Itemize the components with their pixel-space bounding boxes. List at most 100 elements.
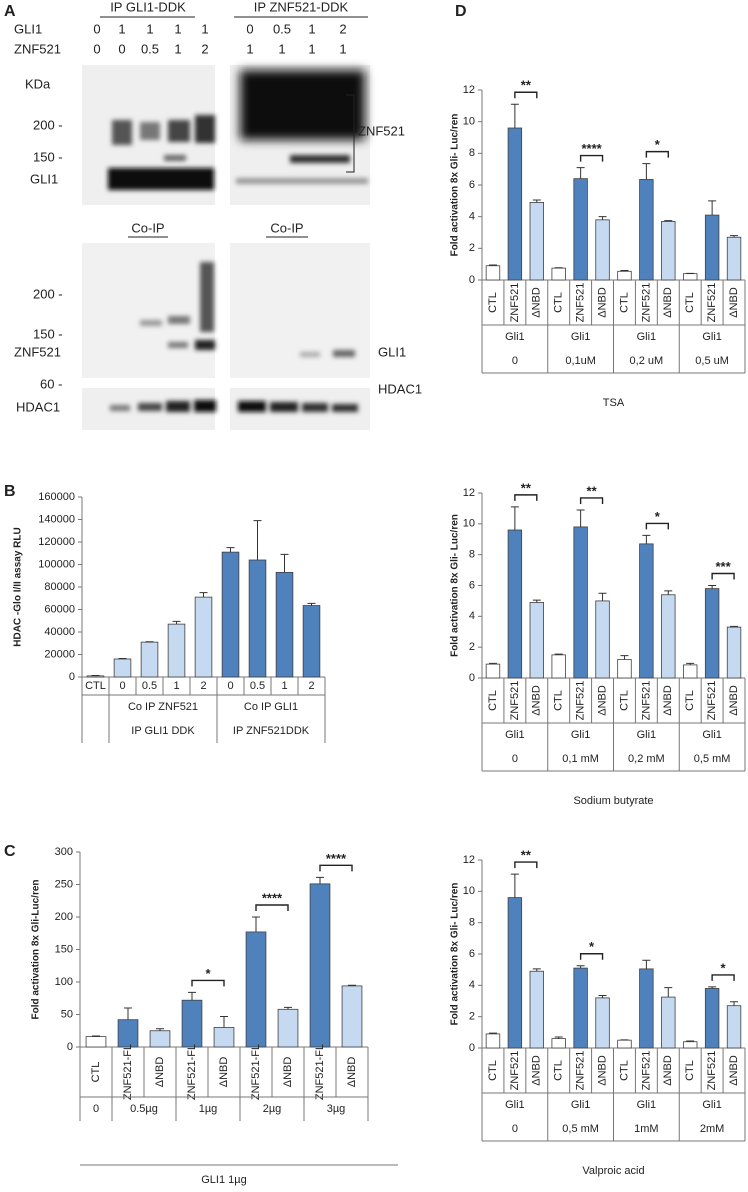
bar [194, 596, 213, 678]
significance-label: **** [326, 851, 347, 866]
y-tick-label: 8 [469, 549, 475, 561]
lane-value: 0.5 [273, 21, 291, 36]
group-label: 0 [93, 1103, 99, 1115]
y-tick-label: 160000 [38, 491, 75, 503]
significance-bracket [645, 150, 669, 158]
footer-label: Valproic acid [582, 1165, 644, 1177]
bar [529, 970, 544, 1049]
bar [617, 1039, 632, 1049]
error-bar [576, 965, 585, 969]
x-tick-label: ΔNBD [662, 287, 674, 318]
error-bar [708, 585, 717, 589]
significance-label: * [589, 939, 595, 954]
lane-value: 1 [201, 21, 208, 36]
y-tick-label: 0 [469, 1042, 475, 1054]
bar [573, 178, 588, 281]
bar [726, 1005, 742, 1049]
kda-label: KDa [25, 76, 51, 91]
error-bar [124, 1007, 132, 1020]
footer-label: GLI1 1µg [201, 1174, 246, 1186]
x-tick-label: ZNF521 [509, 1051, 521, 1091]
band-label: ZNF521 [14, 344, 61, 359]
error-bar [510, 506, 519, 530]
y-tick-label: 0 [469, 274, 475, 286]
significance-bracket [514, 494, 538, 501]
bands [108, 115, 368, 412]
significance-label: ** [521, 848, 532, 863]
error-bar [316, 876, 324, 884]
significance-bracket [579, 953, 604, 960]
significance-bracket [579, 154, 604, 162]
y-axis-label: Fold activation 8x Gli- Luc/ren [450, 883, 461, 1026]
bar [507, 897, 523, 1049]
significance-label: * [655, 137, 661, 152]
x-tick-label: 0.5 [142, 680, 157, 692]
bar [529, 202, 544, 281]
y-tick-label: 4 [469, 610, 475, 622]
x-tick-label: 0 [227, 680, 233, 692]
x-tick-label: ZNF521 [509, 283, 521, 323]
x-tick-label: ΔNBD [728, 1055, 740, 1086]
x-tick-label: CTL [618, 292, 630, 313]
error-bar [554, 1036, 563, 1039]
error-bar [220, 1015, 228, 1028]
y-tick-label: 20000 [44, 648, 75, 660]
bar [485, 1033, 501, 1049]
error-bar [730, 1001, 739, 1006]
error-bar [598, 216, 607, 220]
marker: 200 - [33, 117, 63, 132]
error-bar [598, 592, 607, 601]
group-label: Gli1 [637, 1099, 657, 1111]
significance-label: * [205, 966, 211, 981]
bar [573, 967, 588, 1049]
group-label: 0,5 mM [562, 1123, 599, 1135]
bar [85, 1036, 107, 1048]
group-label: Gli1 [702, 729, 722, 741]
bar [704, 588, 720, 679]
error-bar [664, 987, 673, 998]
bar [639, 179, 654, 281]
group-label: IP GLI1 DDK [131, 725, 195, 737]
error-bar [199, 592, 208, 598]
bar [726, 626, 742, 679]
group-label: Gli1 [571, 1099, 591, 1111]
error-bar [598, 995, 607, 998]
y-axis-label: Fold activation 8x Gli-Luc/ren [31, 879, 42, 1019]
significance-label: *** [715, 559, 731, 574]
bar [86, 675, 105, 678]
group-label: Gli1 [505, 1099, 525, 1111]
group-label: Gli1 [505, 331, 525, 343]
x-tick-label: ZNF521-FL [314, 1044, 326, 1100]
error-bar [576, 167, 585, 179]
lane-value: 2 [339, 21, 346, 36]
x-tick-label: ΔNBD [728, 685, 740, 716]
bar [149, 1030, 171, 1048]
footer-label: TSA [603, 397, 625, 409]
y-tick-label: 80000 [44, 581, 75, 593]
x-tick-label: CTL [684, 292, 696, 313]
x-tick-label: ZNF521 [706, 1051, 718, 1091]
significance-label: * [721, 960, 727, 975]
bar [661, 996, 676, 1049]
bar [551, 1038, 566, 1049]
y-tick-label: 250 [55, 878, 73, 890]
lane-row-label: GLI1 [14, 21, 42, 36]
bar [573, 526, 588, 679]
bar [167, 623, 186, 678]
lane-value: 1 [278, 41, 285, 56]
panel-letter: A [4, 3, 16, 20]
error-bar [686, 1040, 695, 1042]
x-tick-label: 1 [281, 680, 287, 692]
x-tick-label: CTL [85, 680, 106, 692]
group-label: 0,1uM [565, 355, 596, 367]
significance-label: ** [521, 78, 532, 93]
x-tick-label: ΔNBD [154, 1057, 166, 1088]
lane-value: 1 [174, 41, 181, 56]
bar [529, 602, 544, 679]
significance-bracket [514, 861, 538, 869]
marker: 150 - [33, 149, 63, 164]
error-bar [642, 534, 651, 544]
x-tick-label: 0.5 [250, 680, 265, 692]
y-tick-label: 2 [469, 1011, 475, 1023]
error-bar [188, 991, 196, 1001]
